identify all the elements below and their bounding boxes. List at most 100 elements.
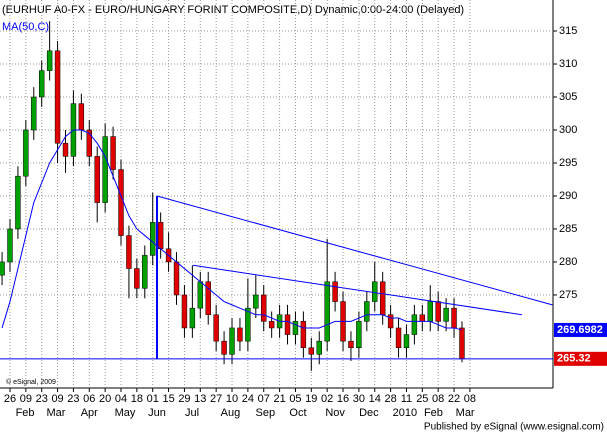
chart-title: (EURHUF A0-FX - EURO/HUNGARY FORINT COMP… xyxy=(2,4,464,16)
candle-body xyxy=(126,235,132,269)
candle-body xyxy=(451,307,457,329)
x-tick-label: 16 xyxy=(337,393,349,405)
candle-body xyxy=(403,334,410,348)
candle-body xyxy=(0,261,5,276)
candle-body xyxy=(427,301,433,322)
candle-body xyxy=(134,268,140,289)
candle-body xyxy=(31,96,37,131)
x-tick-label: 06 xyxy=(83,393,95,405)
x-tick-label: 29 xyxy=(178,393,190,405)
x-tick-label: 05 xyxy=(289,393,301,405)
candle-body xyxy=(237,327,243,342)
candle-body xyxy=(356,321,362,348)
month-label: Jul xyxy=(185,407,199,419)
candle-body xyxy=(300,321,307,348)
y-tick-label: 275 xyxy=(559,289,577,301)
x-tick-label: 28 xyxy=(384,393,396,405)
y-tick-label: 305 xyxy=(559,91,577,103)
candle-body xyxy=(245,307,251,342)
candle-body xyxy=(189,307,196,329)
y-tick-label: 280 xyxy=(559,256,577,268)
candle-body xyxy=(411,314,418,335)
x-tick-label: 30 xyxy=(353,393,365,405)
month-label: Feb xyxy=(424,407,443,419)
candle-body xyxy=(197,281,204,309)
x-tick-label: 26 xyxy=(4,393,16,405)
candle-body xyxy=(39,70,45,98)
candle-body xyxy=(459,327,465,360)
candle-body xyxy=(102,136,108,203)
candle-body xyxy=(435,301,441,322)
month-label: Nov xyxy=(325,407,345,419)
month-label: Jun xyxy=(148,407,166,419)
y-tick-label: 315 xyxy=(559,25,577,37)
trend-line xyxy=(156,195,553,306)
candle-body xyxy=(86,129,92,157)
candle-body xyxy=(62,142,69,157)
candle-body xyxy=(181,294,188,329)
value-box xyxy=(554,351,607,366)
x-tick-label: 23 xyxy=(67,393,79,405)
candle-body xyxy=(253,294,259,309)
x-tick-label: 01 xyxy=(147,393,159,405)
x-tick-label: 18 xyxy=(131,393,143,405)
month-label: Aug xyxy=(221,407,241,419)
y-tick-label: 300 xyxy=(559,124,577,136)
candle-body xyxy=(324,281,330,342)
candle-body xyxy=(229,327,235,355)
candle-body xyxy=(348,340,354,348)
candle-body xyxy=(332,281,338,302)
candle-body xyxy=(78,103,85,131)
x-tick-label: 14 xyxy=(369,393,381,405)
x-tick-label: 19 xyxy=(305,393,317,405)
candle-body xyxy=(221,340,227,355)
candle-body xyxy=(387,314,394,329)
x-tick-label: 11 xyxy=(401,393,412,405)
candle-body xyxy=(54,50,61,144)
candle-body xyxy=(268,321,275,329)
candle-body xyxy=(205,281,211,316)
candle-body xyxy=(443,307,449,322)
candle-body xyxy=(284,314,291,335)
month-label: Mar xyxy=(456,407,475,419)
candle-body xyxy=(46,50,53,71)
candle-body xyxy=(7,228,13,263)
candle-body xyxy=(316,340,322,355)
x-tick-label: 21 xyxy=(273,393,285,405)
candle-body xyxy=(23,129,29,177)
x-tick-label: 10 xyxy=(226,393,238,405)
month-label: Dec xyxy=(359,407,379,419)
month-label: May xyxy=(115,407,136,419)
x-tick-label: 09 xyxy=(20,393,32,405)
x-tick-label: 02 xyxy=(321,393,333,405)
legend-entry: MA(50,C) xyxy=(2,21,49,33)
x-tick-label: 04 xyxy=(115,393,127,405)
candle-body xyxy=(213,314,219,342)
candle-body xyxy=(372,281,378,302)
y-tick-label: 285 xyxy=(559,223,577,235)
y-tick-label: 290 xyxy=(559,190,577,202)
candle-body xyxy=(308,347,315,355)
candle-body xyxy=(15,175,21,230)
candle-body xyxy=(94,156,100,203)
x-tick-label: 09 xyxy=(51,393,63,405)
month-label: Mar xyxy=(47,407,66,419)
candle-body xyxy=(364,301,370,322)
y-tick-label: 295 xyxy=(559,157,577,169)
month-label: Oct xyxy=(289,407,306,419)
trend-line xyxy=(192,264,522,316)
month-label: Feb xyxy=(16,407,35,419)
x-tick-label: 24 xyxy=(242,393,254,405)
candle-body xyxy=(150,222,156,256)
ma-line xyxy=(1,129,463,331)
x-tick-label: 27 xyxy=(210,393,222,405)
x-tick-label: 20 xyxy=(99,393,111,405)
candle-body xyxy=(173,261,180,296)
candle-body xyxy=(157,222,164,250)
x-tick-label: 22 xyxy=(448,393,460,405)
x-tick-label: 23 xyxy=(36,393,48,405)
candle-body xyxy=(379,281,386,316)
x-tick-label: 07 xyxy=(258,393,270,405)
